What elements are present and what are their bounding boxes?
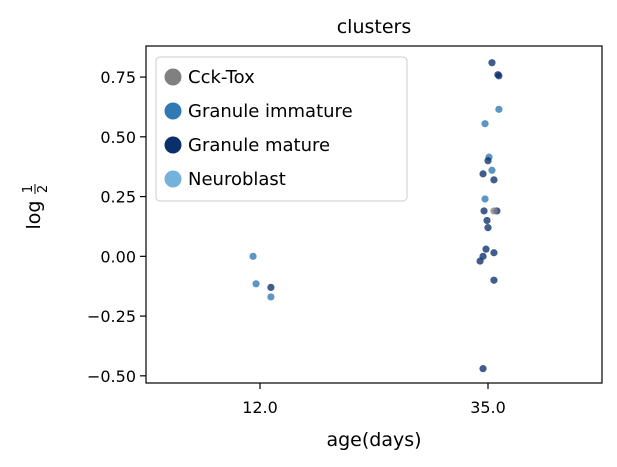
scatter-point (252, 280, 260, 288)
scatter-point (480, 207, 488, 215)
chart-title: clusters (337, 16, 412, 38)
y-tick-label: 0.25 (100, 188, 136, 207)
legend-label: Granule mature (188, 135, 330, 156)
x-axis-title: age(days) (326, 429, 421, 451)
scatter-point (479, 365, 487, 373)
y-tick-label: 0.00 (100, 247, 136, 266)
svg-text:1: 1 (21, 185, 36, 193)
x-tick-label: 35.0 (470, 398, 506, 417)
scatter-point (483, 216, 491, 225)
scatter-point (484, 224, 492, 232)
scatter-point (267, 293, 275, 301)
scatter-point (482, 245, 490, 253)
svg-text:2: 2 (36, 185, 51, 193)
scatter-point (488, 59, 496, 67)
legend-label: Neuroblast (188, 169, 286, 190)
scatter-point (488, 166, 496, 174)
legend: Cck-Tox Granule immature Granule mature Neu… (155, 56, 408, 202)
scatter-point (490, 276, 498, 284)
y-tick-label: −0.50 (87, 367, 136, 386)
legend-box (155, 56, 408, 202)
y-axis-title-log: log (23, 201, 45, 230)
legend-marker (164, 170, 182, 188)
scatter-point (484, 157, 492, 165)
scatter-point (267, 283, 275, 291)
scatter-point (476, 257, 484, 265)
x-axis: 12.0 35.0 (242, 383, 506, 417)
x-tick-label: 12.0 (242, 398, 278, 417)
y-tick-label: −0.25 (87, 307, 136, 326)
svg-text:log: log (23, 201, 45, 230)
y-tick-label: 0.50 (100, 128, 136, 147)
legend-marker (164, 102, 182, 120)
scatter-point (495, 105, 503, 113)
scatter-point (490, 249, 498, 257)
scatter-point (490, 207, 498, 215)
scatter-point (479, 170, 487, 178)
scatter-point (249, 252, 257, 260)
legend-label: Cck-Tox (188, 67, 255, 88)
scatter-point (495, 72, 503, 80)
y-tick-label: 0.75 (100, 68, 136, 87)
scatter-point (481, 195, 489, 203)
legend-label: Granule immature (188, 101, 353, 122)
legend-marker (164, 136, 182, 154)
scatter-point (481, 120, 489, 128)
y-axis-title: log 1 2 (21, 184, 51, 229)
scatter-points (249, 59, 503, 373)
scatter-point (490, 176, 498, 184)
legend-marker (164, 68, 182, 86)
y-axis: −0.50 −0.25 0.00 0.25 0.50 0.75 (87, 68, 146, 386)
